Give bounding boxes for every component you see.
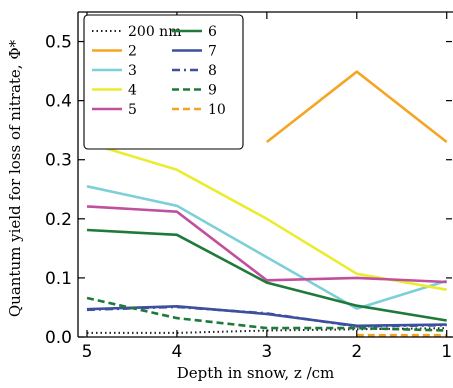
legend-label: 200 nm bbox=[128, 24, 181, 40]
x-tick-label: 5 bbox=[82, 342, 93, 362]
series-line-6 bbox=[86, 228, 447, 322]
x-tick-label: 3 bbox=[261, 342, 272, 362]
y-axis-label: Quantum yield for loss of nitrate, Φ* bbox=[6, 39, 24, 317]
legend-label: 8 bbox=[208, 63, 217, 79]
y-tick-label: 0.2 bbox=[45, 210, 72, 230]
series-line-5 bbox=[86, 205, 447, 284]
series-line-8 bbox=[86, 305, 447, 328]
legend-label: 10 bbox=[208, 102, 226, 118]
x-axis-label: Depth in snow, z /cm bbox=[177, 364, 335, 382]
series-line-4 bbox=[86, 141, 447, 291]
y-tick-label: 0.3 bbox=[45, 151, 72, 171]
x-tick-label: 2 bbox=[351, 342, 362, 362]
legend-label: 6 bbox=[208, 24, 217, 40]
series-line-3 bbox=[86, 185, 448, 310]
legend: 200 nm 2 3 4 5 6 7 8 9 10 bbox=[83, 14, 244, 150]
x-tick-label: 4 bbox=[172, 342, 183, 362]
legend-box bbox=[83, 14, 244, 150]
legend-label: 7 bbox=[208, 44, 217, 60]
legend-label: 3 bbox=[128, 63, 137, 79]
legend-label: 5 bbox=[128, 102, 137, 118]
series-line-2 bbox=[265, 70, 448, 144]
axes-layer: 0.0 0.1 0.2 0.3 0.4 0.5 5 4 3 2 1 bbox=[45, 11, 453, 362]
legend-label: 4 bbox=[128, 83, 137, 99]
series-line-200-nm bbox=[87, 327, 447, 334]
y-tick-label: 0.5 bbox=[45, 33, 72, 53]
legend-label: 2 bbox=[128, 44, 137, 60]
legend-label: 9 bbox=[208, 83, 217, 99]
series-line-9 bbox=[86, 296, 447, 332]
series-layer bbox=[86, 70, 448, 337]
x-tick-label: 1 bbox=[441, 342, 452, 362]
y-tick-label: 0.0 bbox=[45, 328, 72, 348]
y-tick-label: 0.4 bbox=[45, 92, 72, 112]
y-tick-label: 0.1 bbox=[45, 269, 72, 289]
